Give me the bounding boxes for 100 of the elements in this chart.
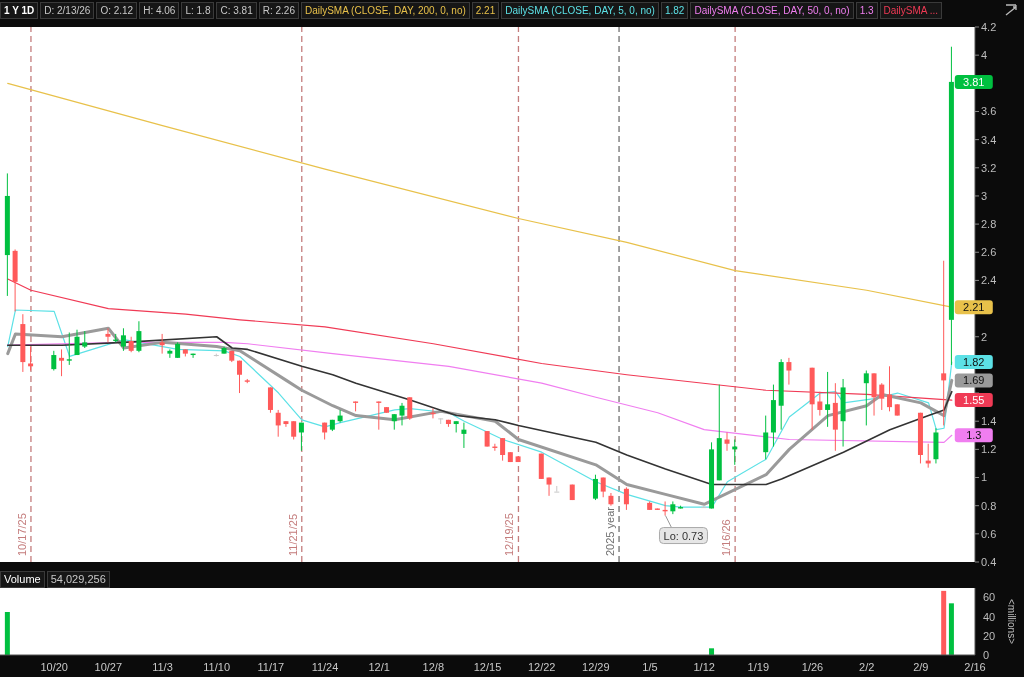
y-tick-label: 3.6 xyxy=(981,105,997,118)
candlestick xyxy=(941,260,947,426)
text: DailySMA ... xyxy=(879,1,943,19)
text: DailySMA (CLOSE, DAY, 200, 0, no) xyxy=(300,1,470,19)
text: L: 1.8 xyxy=(181,1,215,19)
y-tick-label: 2 xyxy=(981,330,988,343)
candlestick xyxy=(291,420,297,441)
annotation: Lo: 0.73 xyxy=(663,529,704,542)
candlestick xyxy=(871,372,877,417)
y-tick-label: 0.6 xyxy=(981,527,997,540)
candlestick xyxy=(28,346,34,372)
text: 1.3 xyxy=(855,1,878,19)
y-tick-label: 3.4 xyxy=(981,133,997,146)
annotation: 1.3 xyxy=(966,429,982,442)
candlestick xyxy=(136,320,142,353)
y-tick-label: 4.2 xyxy=(981,20,997,33)
candlestick xyxy=(786,357,792,386)
text: 1.82 xyxy=(660,1,689,19)
y-tick-label: 0 xyxy=(983,648,990,661)
y-tick-label: 20 xyxy=(983,629,996,642)
annotation: 3.81 xyxy=(963,75,985,88)
candlestick xyxy=(74,329,80,356)
candlestick xyxy=(283,420,289,428)
annotation: 1.69 xyxy=(963,374,985,387)
x-tick-label: 12/15 xyxy=(473,660,502,673)
candlestick xyxy=(879,382,885,411)
candlestick xyxy=(167,348,173,359)
x-tick-label: 2/16 xyxy=(964,660,986,673)
text: D: 2/13/26 xyxy=(40,1,95,19)
text: R: 2.26 xyxy=(258,1,299,19)
y-tick-label: 40 xyxy=(983,610,996,623)
x-tick-label: 1/5 xyxy=(642,660,658,673)
annotation: 1.55 xyxy=(963,394,985,407)
candlestick xyxy=(592,474,598,501)
candlestick xyxy=(461,422,467,449)
x-tick-label: 2/2 xyxy=(859,660,875,673)
candlestick xyxy=(554,485,560,493)
ref-line-label: 1/16/26 xyxy=(720,519,733,556)
text: 54,029,256 xyxy=(46,570,110,588)
y-tick-label: 4 xyxy=(981,49,988,62)
annotation: 2.21 xyxy=(963,301,985,314)
annotation: 1.82 xyxy=(963,356,985,369)
text: 2.21 xyxy=(471,1,500,19)
bar xyxy=(941,590,947,655)
bar xyxy=(4,611,10,655)
text: H: 4.06 xyxy=(139,1,180,19)
y-tick-label: 2.4 xyxy=(981,274,997,287)
candlestick xyxy=(120,327,126,352)
y-tick-label: 2.8 xyxy=(981,218,997,231)
candlestick xyxy=(59,348,65,377)
candlestick xyxy=(66,332,72,366)
x-tick-label: 12/22 xyxy=(527,660,556,673)
y-tick-label: 1.4 xyxy=(981,415,997,428)
candlestick xyxy=(407,396,413,421)
y-tick-label: 3.2 xyxy=(981,161,997,174)
x-tick-label: 11/17 xyxy=(257,660,285,673)
candlestick xyxy=(887,365,893,412)
ref-line-label: 2025 year xyxy=(604,506,617,556)
candlestick xyxy=(105,327,111,343)
x-tick-label: 12/8 xyxy=(422,660,445,673)
text: Volume xyxy=(0,570,45,588)
y-tick-label: 0.4 xyxy=(981,555,997,568)
x-tick-label: 12/29 xyxy=(582,660,610,673)
ref-line-label: 10/17/25 xyxy=(15,513,28,556)
ref-line-label: 11/21/25 xyxy=(286,513,299,556)
candlestick xyxy=(500,437,506,462)
line-series xyxy=(6,335,953,486)
text: C: 3.81 xyxy=(216,1,257,19)
y-axis-title: <millions> xyxy=(1006,598,1017,645)
candlestick xyxy=(298,422,304,452)
y-tick-label: 1 xyxy=(981,471,988,484)
y-tick-label: 60 xyxy=(983,591,996,604)
x-tick-label: 10/27 xyxy=(94,660,123,673)
candlestick xyxy=(763,415,769,460)
candlestick xyxy=(817,391,823,417)
candlestick xyxy=(159,333,165,355)
y-tick-label: 2.6 xyxy=(981,246,997,259)
bar xyxy=(948,603,954,655)
candlestick xyxy=(399,402,405,426)
x-tick-label: 1/12 xyxy=(693,660,715,673)
line-series xyxy=(7,278,953,401)
chart-title: 1 Y 1D xyxy=(0,1,39,19)
text: DailySMA (CLOSE, DAY, 50, 0, no) xyxy=(690,1,854,19)
y-tick-label: 0.8 xyxy=(981,499,997,512)
x-tick-label: 10/20 xyxy=(40,660,68,673)
x-tick-label: 11/10 xyxy=(203,660,231,673)
candlestick xyxy=(863,370,869,426)
text: DailySMA (CLOSE, DAY, 5, 0, no) xyxy=(501,1,659,19)
x-tick-label: 11/3 xyxy=(152,660,173,673)
candlestick xyxy=(825,371,831,428)
text: O: 2.12 xyxy=(96,1,138,19)
candlestick xyxy=(623,486,629,511)
candlestick xyxy=(724,431,730,452)
candlestick xyxy=(267,386,273,414)
y-tick-label: 1.2 xyxy=(981,443,997,456)
y-tick-label: 3 xyxy=(981,189,988,202)
x-tick-label: 11/24 xyxy=(311,660,339,673)
x-tick-label: 12/1 xyxy=(368,660,390,673)
candlestick xyxy=(237,360,243,394)
x-tick-label: 2/9 xyxy=(913,660,929,673)
